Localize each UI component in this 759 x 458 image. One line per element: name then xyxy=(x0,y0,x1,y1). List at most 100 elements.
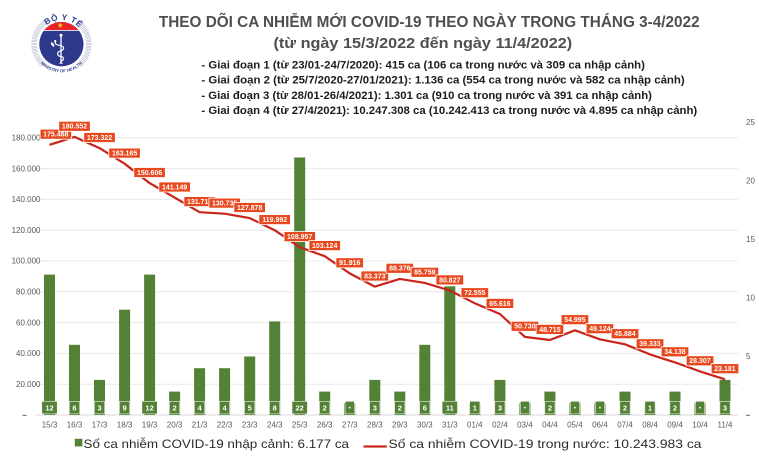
svg-text:60.000: 60.000 xyxy=(16,318,41,327)
svg-text:24/3: 24/3 xyxy=(267,420,283,429)
svg-text:2: 2 xyxy=(323,404,327,413)
svg-text:3: 3 xyxy=(373,404,377,413)
svg-text:22: 22 xyxy=(296,404,304,413)
svg-text:12: 12 xyxy=(45,404,53,413)
svg-text:03/4: 03/4 xyxy=(517,420,533,429)
svg-text:91.916: 91.916 xyxy=(339,260,361,267)
svg-text:34.138: 34.138 xyxy=(664,349,686,356)
svg-text:04/4: 04/4 xyxy=(542,420,558,429)
svg-text:50.730: 50.730 xyxy=(514,324,536,331)
svg-text:15/3: 15/3 xyxy=(42,420,58,429)
svg-text:2: 2 xyxy=(548,404,552,413)
svg-text:88.376: 88.376 xyxy=(389,266,411,273)
svg-text:40.000: 40.000 xyxy=(16,349,41,358)
svg-text:3: 3 xyxy=(97,404,101,413)
svg-text:160.000: 160.000 xyxy=(12,164,41,173)
svg-text:28/3: 28/3 xyxy=(367,420,383,429)
svg-text:- Giai đoạn 1 (từ 23/01-24/7/2: - Giai đoạn 1 (từ 23/01-24/7/2020): 415 … xyxy=(201,59,645,71)
svg-text:25/3: 25/3 xyxy=(292,420,308,429)
svg-text:12: 12 xyxy=(145,404,153,413)
svg-text:10: 10 xyxy=(746,294,755,303)
svg-text:83.373: 83.373 xyxy=(364,273,386,280)
svg-text:119.992: 119.992 xyxy=(262,217,287,224)
svg-text:4: 4 xyxy=(198,404,203,413)
svg-text:23/3: 23/3 xyxy=(242,420,258,429)
svg-text:31/3: 31/3 xyxy=(442,420,458,429)
svg-text:180.552: 180.552 xyxy=(62,124,87,131)
svg-text:17/3: 17/3 xyxy=(92,420,108,429)
svg-text:02/4: 02/4 xyxy=(492,420,508,429)
svg-text:5: 5 xyxy=(746,352,751,361)
svg-text:48.715: 48.715 xyxy=(539,327,561,334)
svg-text:150.606: 150.606 xyxy=(137,170,162,177)
svg-text:103.124: 103.124 xyxy=(312,243,337,250)
svg-text:(từ ngày 15/3/2022 đến ngày 11: (từ ngày 15/3/2022 đến ngày 11/4/2022) xyxy=(274,35,573,52)
svg-text:85.759: 85.759 xyxy=(414,270,436,277)
svg-text:10/4: 10/4 xyxy=(692,420,708,429)
svg-text:29/3: 29/3 xyxy=(392,420,408,429)
svg-text:01/4: 01/4 xyxy=(467,420,483,429)
svg-text:108.957: 108.957 xyxy=(287,234,312,241)
svg-text:130.735: 130.735 xyxy=(212,201,237,208)
svg-text:8: 8 xyxy=(273,404,277,413)
svg-text:27/3: 27/3 xyxy=(342,420,358,429)
svg-text:175.468: 175.468 xyxy=(43,132,68,139)
svg-text:127.878: 127.878 xyxy=(237,205,262,212)
svg-text:120.000: 120.000 xyxy=(12,226,41,235)
svg-text:15: 15 xyxy=(746,235,755,244)
svg-text:18/3: 18/3 xyxy=(117,420,133,429)
svg-text:23.181: 23.181 xyxy=(714,366,736,373)
svg-text:6: 6 xyxy=(423,404,427,413)
svg-text:39.333: 39.333 xyxy=(639,341,661,348)
svg-text:9: 9 xyxy=(123,404,127,413)
svg-text:- Giai đoạn 3 (từ 28/01-26/4/2: - Giai đoạn 3 (từ 28/01-26/4/2021): 1.30… xyxy=(201,90,652,102)
svg-text:2: 2 xyxy=(673,404,677,413)
svg-text:4: 4 xyxy=(223,404,228,413)
svg-text:173.322: 173.322 xyxy=(87,135,112,142)
svg-text:1: 1 xyxy=(473,404,477,413)
svg-text:3: 3 xyxy=(498,404,502,413)
svg-text:45.884: 45.884 xyxy=(614,331,636,338)
svg-text:180.000: 180.000 xyxy=(12,134,41,143)
svg-text:80.000: 80.000 xyxy=(16,288,41,297)
svg-text:06/4: 06/4 xyxy=(592,420,608,429)
svg-text:20.000: 20.000 xyxy=(16,380,41,389)
svg-text:65.616: 65.616 xyxy=(489,301,511,308)
svg-text:1: 1 xyxy=(648,404,652,413)
svg-text:20/3: 20/3 xyxy=(167,420,183,429)
svg-text:Số ca nhiễm COVID-19 trong nướ: Số ca nhiễm COVID-19 trong nước: 10.243.… xyxy=(389,436,702,451)
svg-text:20: 20 xyxy=(746,177,755,186)
svg-text:72.555: 72.555 xyxy=(464,290,486,297)
svg-text:30/3: 30/3 xyxy=(417,420,433,429)
svg-text:08/4: 08/4 xyxy=(642,420,658,429)
svg-text:11: 11 xyxy=(446,404,454,413)
svg-text:26/3: 26/3 xyxy=(317,420,333,429)
svg-text:THEO DÕI CA NHIỄM MỚI COVID-19: THEO DÕI CA NHIỄM MỚI COVID-19 THEO NGÀY… xyxy=(159,13,700,31)
svg-text:19/3: 19/3 xyxy=(142,420,158,429)
svg-text:49.124: 49.124 xyxy=(589,326,611,333)
svg-text:11/4: 11/4 xyxy=(718,420,734,429)
svg-text:2: 2 xyxy=(398,404,402,413)
svg-text:25: 25 xyxy=(746,118,755,127)
svg-text:05/4: 05/4 xyxy=(567,420,583,429)
svg-text:28.307: 28.307 xyxy=(689,358,711,365)
svg-text:21/3: 21/3 xyxy=(192,420,208,429)
svg-text:2: 2 xyxy=(173,404,177,413)
svg-text:09/4: 09/4 xyxy=(667,420,683,429)
svg-text:2: 2 xyxy=(623,404,627,413)
svg-text:131.713: 131.713 xyxy=(187,199,212,206)
svg-text:3: 3 xyxy=(723,404,727,413)
svg-text:140.000: 140.000 xyxy=(12,195,41,204)
svg-text:141.149: 141.149 xyxy=(162,184,187,191)
svg-text:Số ca nhiễm COVID-19 nhập cảnh: Số ca nhiễm COVID-19 nhập cảnh: 6.177 ca xyxy=(84,436,350,451)
svg-text:163.165: 163.165 xyxy=(112,151,137,158)
svg-text:6: 6 xyxy=(72,404,76,413)
svg-text:- Giai đoạn 4 (từ 27/4/2021):: - Giai đoạn 4 (từ 27/4/2021): 10.247.308… xyxy=(201,105,697,117)
svg-text:22/3: 22/3 xyxy=(217,420,233,429)
svg-text:- Giai đoạn 2 (từ 25/7/2020-27: - Giai đoạn 2 (từ 25/7/2020-27/01/2021):… xyxy=(201,75,685,87)
svg-text:80.827: 80.827 xyxy=(439,277,461,284)
svg-text:5: 5 xyxy=(248,404,252,413)
svg-text:16/3: 16/3 xyxy=(67,420,83,429)
svg-text:100.000: 100.000 xyxy=(12,257,41,266)
svg-text:07/4: 07/4 xyxy=(617,420,633,429)
